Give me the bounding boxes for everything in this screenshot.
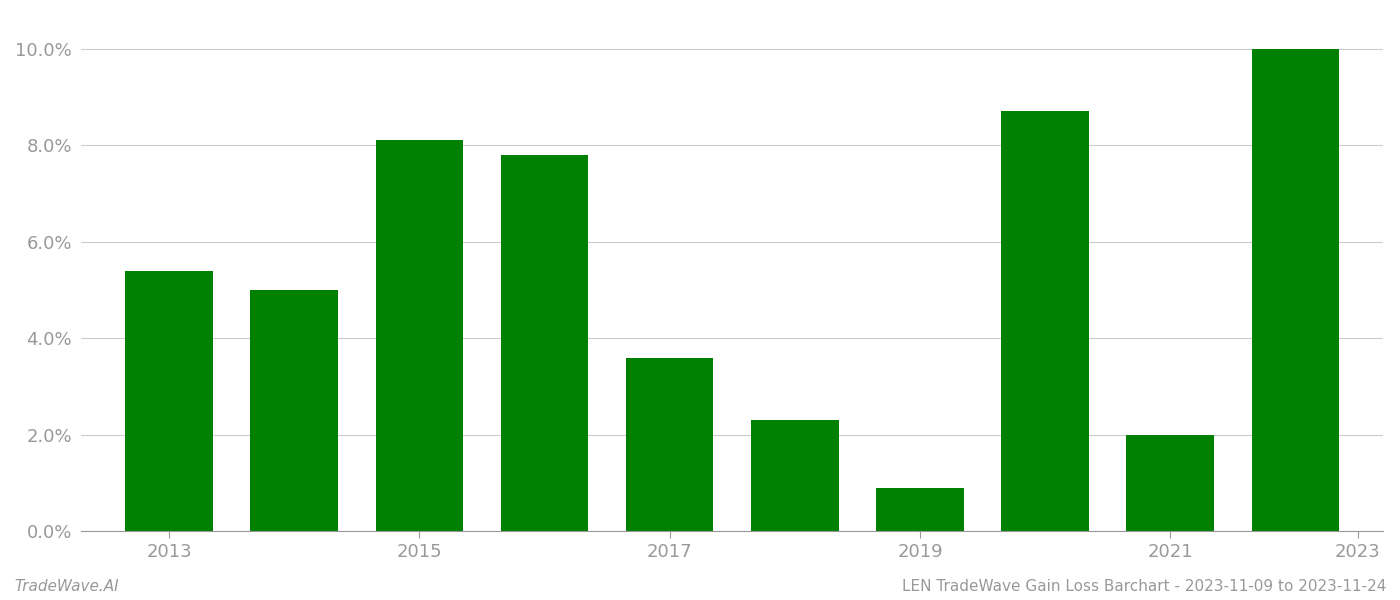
Bar	[125, 271, 213, 531]
Text: LEN TradeWave Gain Loss Barchart - 2023-11-09 to 2023-11-24: LEN TradeWave Gain Loss Barchart - 2023-…	[902, 579, 1386, 594]
Bar	[876, 488, 963, 531]
Bar	[501, 155, 588, 531]
Bar	[1001, 112, 1089, 531]
Bar	[626, 358, 714, 531]
Bar	[251, 290, 337, 531]
Bar	[375, 140, 463, 531]
Bar	[1127, 435, 1214, 531]
Bar	[1252, 49, 1340, 531]
Bar	[750, 420, 839, 531]
Text: TradeWave.AI: TradeWave.AI	[14, 579, 119, 594]
